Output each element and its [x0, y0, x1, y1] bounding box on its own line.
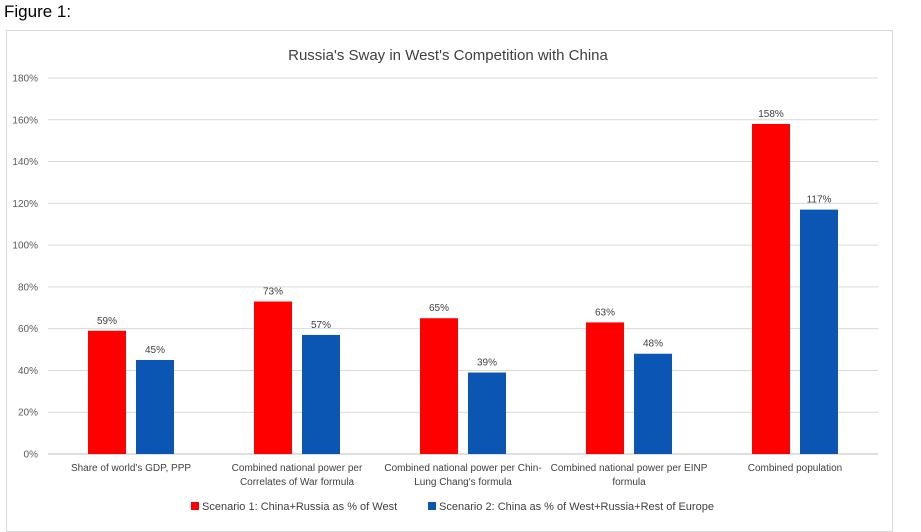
category-label: Share of world's GDP, PPP: [71, 463, 191, 474]
y-axis-ticks: 0% 20% 40% 60% 80% 100% 120% 140% 160% 180%: [12, 74, 38, 461]
category-label: Combined population: [748, 463, 843, 474]
bar: [586, 322, 624, 454]
figure-label: Figure 1:: [4, 2, 72, 21]
y-tick-label: 80%: [18, 282, 38, 293]
category-label: Lung Chang's formula: [414, 477, 512, 488]
bar-chart: Russia's Sway in West's Competition with…: [12, 47, 878, 513]
y-tick-label: 180%: [12, 74, 38, 85]
data-label: 48%: [643, 339, 663, 350]
category-label: formula: [612, 477, 646, 488]
bar: [634, 353, 672, 454]
y-tick-label: 40%: [18, 366, 38, 377]
bar: [800, 209, 838, 454]
category-label: Combined national power per EINP: [551, 463, 708, 474]
data-label: 65%: [429, 303, 449, 314]
y-tick-label: 120%: [12, 199, 38, 210]
category-label: Correlates of War formula: [240, 477, 355, 488]
data-label: 39%: [477, 358, 497, 369]
data-label: 57%: [311, 320, 331, 331]
bar: [302, 334, 340, 454]
data-label: 45%: [145, 345, 165, 356]
bar: [420, 318, 458, 454]
chart-title: Russia's Sway in West's Competition with…: [288, 47, 608, 64]
data-label: 59%: [97, 316, 117, 327]
y-tick-label: 160%: [12, 115, 38, 126]
y-tick-label: 0%: [24, 450, 39, 461]
bar: [136, 360, 174, 454]
bar: [752, 123, 790, 454]
data-label: 117%: [807, 195, 832, 206]
bars: [88, 123, 838, 454]
category-label: Combined national power per Chin-: [384, 463, 541, 474]
bar: [468, 372, 506, 454]
gridlines: [48, 77, 878, 455]
bar: [254, 301, 292, 454]
y-tick-label: 100%: [12, 241, 38, 252]
legend-swatch: [428, 502, 436, 510]
bar: [88, 330, 126, 454]
data-label: 158%: [758, 109, 784, 120]
category-labels: Share of world's GDP, PPP Combined nation…: [71, 463, 842, 488]
legend-label: Scenario 1: China+Russia as % of West: [202, 501, 397, 513]
data-label: 63%: [595, 307, 615, 318]
y-tick-label: 140%: [12, 157, 38, 168]
y-tick-label: 20%: [18, 408, 38, 419]
category-label: Combined national power per: [232, 463, 363, 474]
legend-label: Scenario 2: China as % of West+Russia+Re…: [439, 501, 714, 513]
data-label: 73%: [263, 287, 283, 298]
y-tick-label: 60%: [18, 324, 38, 335]
data-labels: 59% 45% 73% 57% 65% 39% 63% 48% 158% 117%: [97, 109, 832, 369]
legend: Scenario 1: China+Russia as % of West Sce…: [191, 501, 714, 513]
legend-swatch: [191, 502, 199, 510]
